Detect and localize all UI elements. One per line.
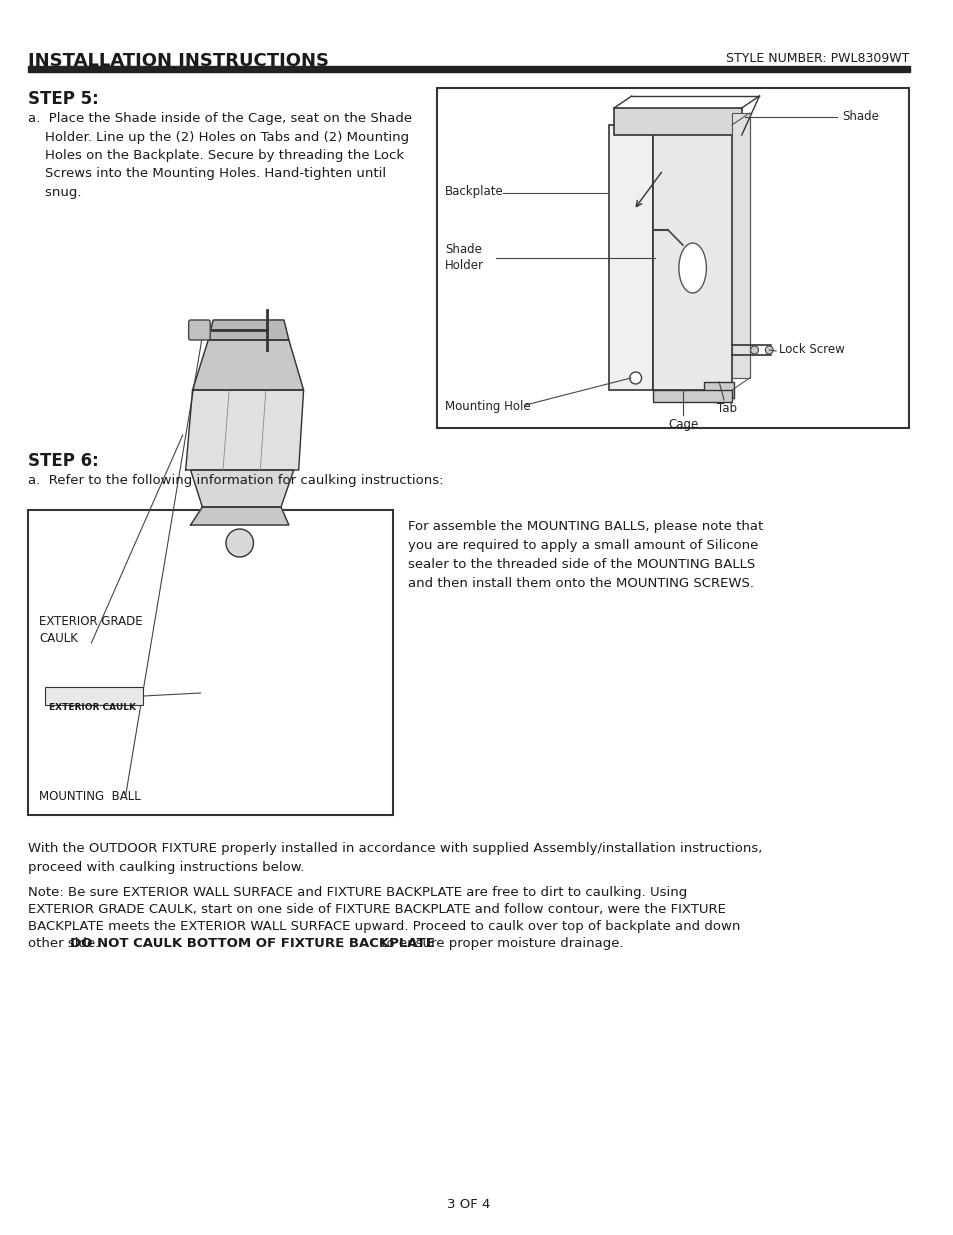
Circle shape: [226, 529, 253, 557]
Text: With the OUTDOOR FIXTURE properly installed in accordance with supplied Assembly: With the OUTDOOR FIXTURE properly instal…: [28, 842, 761, 873]
Bar: [653, 125, 731, 390]
Text: DO NOT CAULK BOTTOM OF FIXTURE BACKPLATE: DO NOT CAULK BOTTOM OF FIXTURE BACKPLATE: [70, 937, 435, 950]
Bar: [609, 125, 653, 390]
Text: a.  Refer to the following information for caulking instructions:: a. Refer to the following information fo…: [28, 474, 442, 487]
Text: Lock Screw: Lock Screw: [779, 343, 844, 356]
Text: For assemble the MOUNTING BALLS, please note that
you are required to apply a sm: For assemble the MOUNTING BALLS, please …: [407, 520, 762, 590]
Text: BACKPLATE meets the EXTERIOR WALL SURFACE upward. Proceed to caulk over top of b: BACKPLATE meets the EXTERIOR WALL SURFAC…: [28, 920, 740, 932]
Text: Backplate: Backplate: [445, 185, 503, 198]
Text: INSTALLATION INSTRUCTIONS: INSTALLATION INSTRUCTIONS: [28, 52, 328, 70]
Text: Mounting Hole: Mounting Hole: [445, 400, 530, 412]
Text: Shade: Shade: [445, 243, 481, 256]
Bar: [653, 390, 731, 403]
Text: EXTERIOR GRADE: EXTERIOR GRADE: [39, 615, 143, 629]
Text: Shade: Shade: [841, 110, 878, 124]
Bar: [436, 88, 908, 429]
Text: to ensure proper moisture drainage.: to ensure proper moisture drainage.: [376, 937, 623, 950]
Bar: [614, 107, 741, 135]
Polygon shape: [208, 320, 289, 340]
Circle shape: [750, 346, 758, 354]
FancyBboxPatch shape: [189, 320, 210, 340]
Bar: [731, 112, 749, 378]
Polygon shape: [191, 471, 294, 508]
Text: 3 OF 4: 3 OF 4: [447, 1198, 490, 1212]
Polygon shape: [186, 390, 303, 471]
Text: Tab: Tab: [717, 403, 737, 415]
Text: Cage: Cage: [667, 417, 698, 431]
Bar: [703, 382, 733, 398]
Text: other side.: other side.: [28, 937, 103, 950]
Circle shape: [764, 346, 772, 354]
Text: Holder: Holder: [445, 259, 483, 272]
Text: CAULK: CAULK: [39, 632, 78, 645]
Bar: [28, 65, 909, 72]
Polygon shape: [191, 508, 289, 525]
Text: a.  Place the Shade inside of the Cage, seat on the Shade
    Holder. Line up th: a. Place the Shade inside of the Cage, s…: [28, 112, 411, 199]
Text: STEP 5:: STEP 5:: [28, 90, 98, 107]
Text: EXTERIOR CAULK: EXTERIOR CAULK: [49, 703, 136, 713]
Bar: [45, 687, 143, 705]
Polygon shape: [193, 340, 303, 390]
Ellipse shape: [679, 243, 705, 293]
Circle shape: [629, 372, 640, 384]
Text: MOUNTING  BALL: MOUNTING BALL: [39, 790, 141, 803]
Text: STEP 6:: STEP 6:: [28, 452, 98, 471]
Bar: [28, 510, 393, 815]
Text: STYLE NUMBER: PWL8309WT: STYLE NUMBER: PWL8309WT: [725, 52, 909, 65]
Text: Note: Be sure EXTERIOR WALL SURFACE and FIXTURE BACKPLATE are free to dirt to ca: Note: Be sure EXTERIOR WALL SURFACE and …: [28, 885, 686, 899]
Text: EXTERIOR GRADE CAULK, start on one side of FIXTURE BACKPLATE and follow contour,: EXTERIOR GRADE CAULK, start on one side …: [28, 903, 724, 916]
